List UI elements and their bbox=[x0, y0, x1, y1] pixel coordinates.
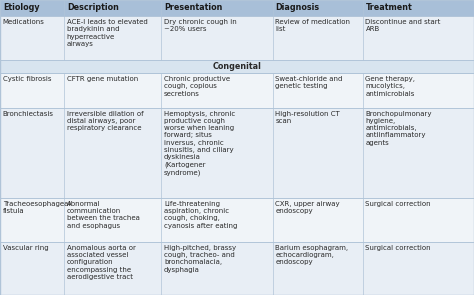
Text: Dry chronic cough in
~20% users: Dry chronic cough in ~20% users bbox=[164, 19, 237, 32]
Text: Etiology: Etiology bbox=[3, 4, 39, 12]
Text: Gene therapy,
mucolytics,
antimicrobials: Gene therapy, mucolytics, antimicrobials bbox=[365, 76, 415, 96]
Bar bbox=[0, 242, 474, 295]
Text: Cystic fibrosis: Cystic fibrosis bbox=[3, 76, 51, 82]
Text: Hemoptysis, chronic
productive cough
worse when leaning
forward; situs
inversus,: Hemoptysis, chronic productive cough wor… bbox=[164, 111, 235, 176]
Text: High-resolution CT
scan: High-resolution CT scan bbox=[275, 111, 340, 124]
Text: Irreversible dilation of
distal airways, poor
respiratory clearance: Irreversible dilation of distal airways,… bbox=[67, 111, 144, 131]
Text: CXR, upper airway
endoscopy: CXR, upper airway endoscopy bbox=[275, 201, 340, 214]
Text: Treatment: Treatment bbox=[365, 4, 412, 12]
Bar bbox=[0, 198, 474, 242]
Text: Presentation: Presentation bbox=[164, 4, 222, 12]
Text: Chronic productive
cough, copious
secretions: Chronic productive cough, copious secret… bbox=[164, 76, 230, 96]
Text: Surgical correction: Surgical correction bbox=[365, 201, 431, 207]
Text: Abnormal
communication
between the trachea
and esophagus: Abnormal communication between the trach… bbox=[67, 201, 140, 229]
Text: Sweat-chloride and
genetic testing: Sweat-chloride and genetic testing bbox=[275, 76, 343, 89]
Bar bbox=[0, 16, 474, 60]
Text: Bronchopulmonary
hygiene,
antimicrobials,
antiinflammatory
agents: Bronchopulmonary hygiene, antimicrobials… bbox=[365, 111, 432, 145]
Text: High-pitched, brassy
cough, tracheo- and
bronchomalacia,
dysphagia: High-pitched, brassy cough, tracheo- and… bbox=[164, 245, 236, 273]
Text: ACE-I leads to elevated
bradykinin and
hyperreactive
airways: ACE-I leads to elevated bradykinin and h… bbox=[67, 19, 147, 47]
Text: Diagnosis: Diagnosis bbox=[275, 4, 319, 12]
Text: Discontinue and start
ARB: Discontinue and start ARB bbox=[365, 19, 441, 32]
Text: Description: Description bbox=[67, 4, 118, 12]
Text: Vascular ring: Vascular ring bbox=[3, 245, 48, 251]
Text: Bronchiectasis: Bronchiectasis bbox=[3, 111, 54, 117]
Bar bbox=[0, 73, 474, 108]
Text: Review of medication
list: Review of medication list bbox=[275, 19, 350, 32]
Text: Life-threatening
aspiration, chronic
cough, choking,
cyanosis after eating: Life-threatening aspiration, chronic cou… bbox=[164, 201, 237, 229]
Text: CFTR gene mutation: CFTR gene mutation bbox=[67, 76, 138, 82]
Text: Anomalous aorta or
associated vessel
configuration
encompassing the
aerodigestiv: Anomalous aorta or associated vessel con… bbox=[67, 245, 136, 280]
Text: Surgical correction: Surgical correction bbox=[365, 245, 431, 251]
Text: Medications: Medications bbox=[3, 19, 45, 25]
Bar bbox=[0, 0, 474, 16]
Bar bbox=[0, 108, 474, 198]
Bar bbox=[0, 60, 474, 73]
Text: Congenital: Congenital bbox=[212, 62, 262, 71]
Text: Barium esophagram,
echocardiogram,
endoscopy: Barium esophagram, echocardiogram, endos… bbox=[275, 245, 348, 265]
Text: Tracheoesophageal
fistula: Tracheoesophageal fistula bbox=[3, 201, 70, 214]
